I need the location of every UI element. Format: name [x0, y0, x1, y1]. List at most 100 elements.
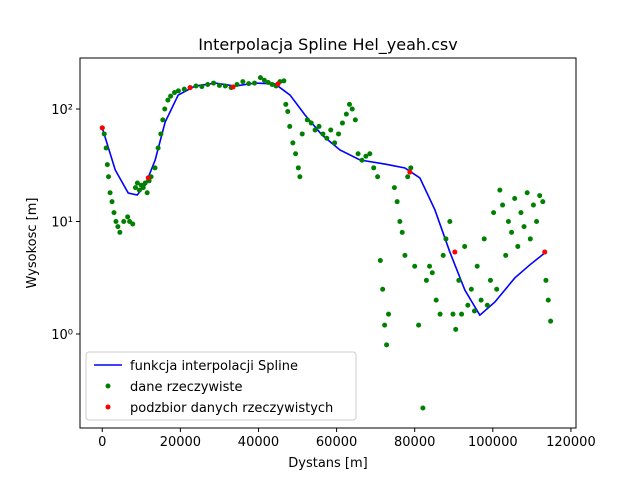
- point: [363, 153, 369, 159]
- point: [386, 311, 392, 317]
- point: [543, 277, 549, 283]
- point: [230, 84, 236, 90]
- point: [246, 81, 252, 87]
- point: [408, 165, 414, 171]
- point: [537, 193, 543, 199]
- x-tick-label: 120000: [546, 435, 596, 450]
- point: [115, 224, 121, 230]
- point: [394, 199, 400, 205]
- point: [252, 80, 258, 86]
- point: [459, 311, 465, 317]
- point: [193, 83, 199, 89]
- point: [316, 123, 322, 129]
- point: [132, 185, 138, 191]
- point: [117, 229, 123, 235]
- point: [474, 263, 480, 269]
- point: [346, 101, 352, 107]
- y-tick-label: 10²: [51, 103, 73, 118]
- point: [121, 218, 127, 224]
- point: [399, 229, 405, 235]
- point: [320, 131, 326, 137]
- point: [405, 174, 411, 180]
- point: [524, 190, 530, 196]
- point: [530, 202, 536, 208]
- x-tick-label: 0: [98, 435, 106, 450]
- point: [211, 80, 217, 86]
- point: [484, 302, 490, 308]
- point: [304, 117, 310, 123]
- x-tick-label: 80000: [394, 435, 435, 450]
- point: [359, 157, 365, 163]
- point: [518, 210, 524, 216]
- point: [172, 90, 178, 96]
- point: [287, 123, 293, 129]
- point: [440, 252, 446, 258]
- point: [134, 180, 140, 186]
- point: [355, 151, 361, 157]
- point: [450, 311, 456, 317]
- point: [130, 221, 136, 227]
- point: [427, 263, 433, 269]
- point: [160, 117, 166, 123]
- point: [125, 214, 131, 220]
- x-tick-label: 40000: [238, 435, 279, 450]
- point: [111, 210, 117, 216]
- x-tick-label: 100000: [468, 435, 518, 450]
- point: [352, 117, 358, 123]
- y-tick-label: 10¹: [51, 215, 73, 230]
- point: [456, 277, 462, 283]
- point: [515, 243, 521, 249]
- point: [465, 302, 471, 308]
- legend-box: [85, 351, 357, 421]
- point: [145, 175, 151, 181]
- point: [443, 236, 449, 242]
- plot: [99, 75, 554, 411]
- point: [257, 75, 263, 81]
- point: [312, 127, 318, 133]
- point: [420, 405, 426, 411]
- point: [144, 190, 150, 196]
- point: [548, 318, 554, 324]
- point: [328, 127, 334, 133]
- point: [382, 322, 388, 328]
- point: [140, 185, 146, 191]
- point: [165, 97, 171, 103]
- point: [299, 131, 305, 137]
- legend-label: funkcja interpolacji Spline: [130, 359, 298, 374]
- point: [497, 187, 503, 193]
- point: [275, 81, 281, 87]
- point: [542, 249, 548, 255]
- point: [187, 85, 193, 91]
- point: [478, 297, 484, 303]
- point: [297, 174, 303, 180]
- x-tick-label: 60000: [316, 435, 357, 450]
- point: [222, 83, 228, 89]
- point: [175, 88, 181, 94]
- point: [534, 218, 540, 224]
- point: [101, 131, 107, 137]
- point: [527, 236, 533, 242]
- point: [503, 252, 509, 258]
- point: [494, 286, 500, 292]
- point: [285, 109, 291, 115]
- chart-title: Interpolacja Spline Hel_yeah.csv: [198, 35, 457, 55]
- point: [308, 120, 314, 126]
- point: [453, 326, 459, 332]
- spline-line: [101, 82, 546, 317]
- point: [462, 243, 468, 249]
- point: [423, 277, 429, 283]
- point: [336, 131, 342, 137]
- point: [412, 263, 418, 269]
- point: [205, 82, 211, 88]
- point: [545, 297, 551, 303]
- point: [99, 125, 105, 131]
- point: [512, 196, 518, 202]
- y-axis-label: Wysokosc [m]: [25, 198, 40, 289]
- point: [339, 120, 345, 126]
- x-tick-label: 20000: [160, 435, 201, 450]
- point: [168, 93, 174, 99]
- point: [136, 187, 142, 193]
- point: [265, 80, 271, 86]
- point: [293, 151, 299, 157]
